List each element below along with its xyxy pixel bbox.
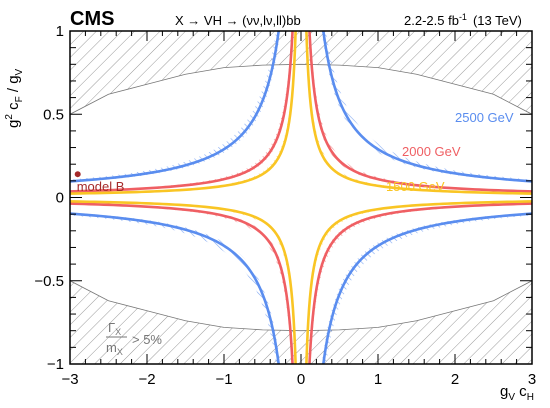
exclusion-contour (70, 202, 294, 364)
x-tick-label: 0 (297, 371, 305, 388)
x-tick-label: 3 (528, 371, 536, 388)
plot-area (70, 31, 532, 364)
svg-text:> 5%: > 5% (132, 332, 162, 347)
benchmark-point-model-b (74, 171, 81, 178)
x-tick-label: −3 (61, 371, 78, 388)
series-label-2500: 2500 GeV (455, 110, 514, 125)
exclusion-contour (70, 31, 280, 183)
uncertainty-band (70, 31, 281, 183)
benchmark-label: model B (77, 179, 125, 194)
exclusion-contour (70, 200, 297, 364)
y-tick-label: 1 (56, 23, 64, 40)
exclusion-contour (305, 31, 532, 195)
y-tick-label: −1 (47, 356, 64, 373)
x-tick-label: 2 (451, 371, 459, 388)
exclusion-contour (70, 31, 297, 195)
excluded-width-region-bottom (70, 280, 532, 364)
y-tick-label: −0.5 (34, 273, 64, 290)
experiment-label: CMS (70, 8, 114, 30)
y-tick-label: 0 (56, 190, 64, 207)
width-condition-label: ΓX mX > 5% (106, 320, 162, 357)
process-label: X → VH → (νν,lν,ll)bb (175, 13, 301, 28)
exclusion-contour (322, 212, 532, 364)
uncertainty-band (70, 212, 281, 364)
svg-text:ΓX: ΓX (108, 320, 121, 337)
series-label-2000: 2000 GeV (402, 144, 461, 159)
exclusion-contour (70, 31, 294, 193)
excluded-width-region-top (70, 31, 532, 115)
exclusion-contour (305, 200, 532, 364)
y-axis-title: g2 cF / gV (4, 68, 25, 128)
exclusion-contour (70, 212, 280, 364)
y-tick-label: 0.5 (43, 106, 64, 123)
x-tick-label: −2 (138, 371, 155, 388)
exclusion-contour (322, 31, 532, 183)
svg-text:mX: mX (106, 340, 123, 357)
exclusion-contour (308, 31, 532, 193)
luminosity-label: 2.2-2.5 fb-1 (13 TeV) (404, 12, 522, 28)
x-tick-label: 1 (374, 371, 382, 388)
uncertainty-band (321, 212, 532, 364)
exclusion-contour (308, 202, 532, 364)
series-label-1500: 1500 GeV (386, 179, 445, 194)
x-tick-label: −1 (215, 371, 232, 388)
uncertainty-band (321, 31, 532, 183)
x-axis-title: gV cH (500, 383, 534, 403)
